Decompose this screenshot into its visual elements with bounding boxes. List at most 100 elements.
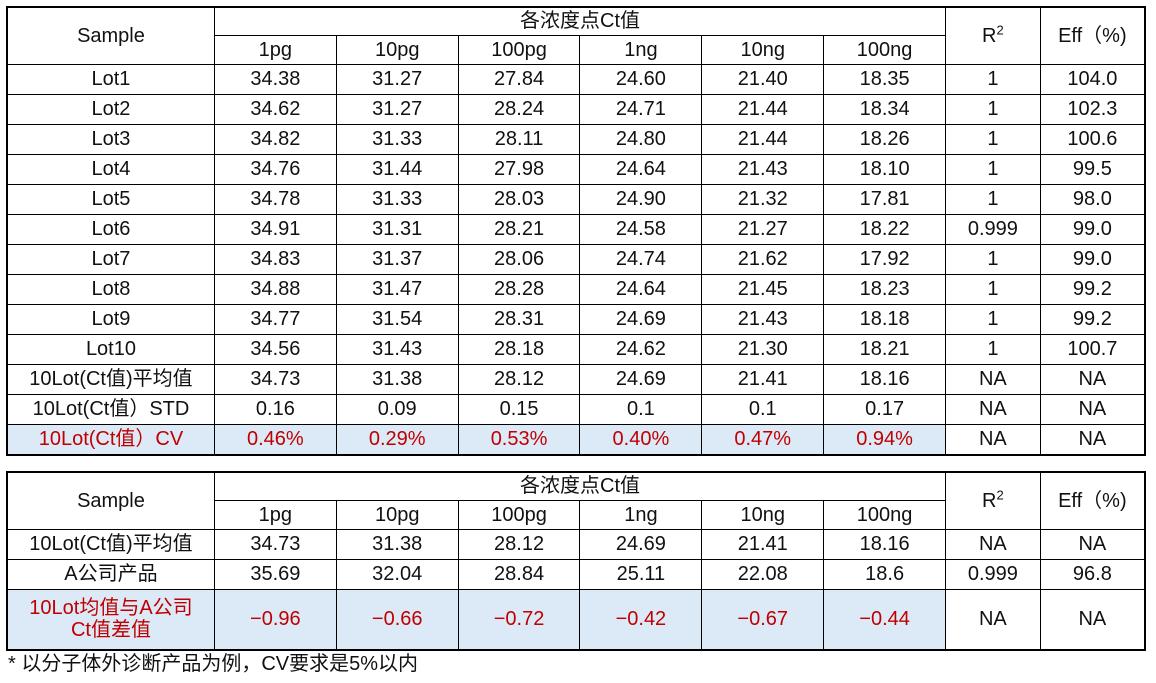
table-row: Lot9 34.77 31.54 28.31 24.69 21.43 18.18 1 99.2 <box>6 303 1146 335</box>
ct-value-cell: 21.41 <box>701 528 825 560</box>
ct-value-cell: 31.27 <box>335 63 459 95</box>
ct-value-cell: 34.73 <box>213 363 337 395</box>
ct-value-cell: 24.69 <box>579 528 703 560</box>
highlight-value-cell: 0.94% <box>823 423 947 455</box>
ct-value-cell: 21.40 <box>701 63 825 95</box>
sample-label: Lot1 <box>6 63 215 95</box>
ct-value-cell: 17.81 <box>823 183 947 215</box>
r2-value-cell: 1 <box>945 63 1041 95</box>
eff-value-cell: NA <box>1039 393 1146 425</box>
sample-label: Lot6 <box>6 213 215 245</box>
ct-value-cell: 34.38 <box>213 63 337 95</box>
ct-value-cell: 28.12 <box>457 363 581 395</box>
ct-value-cell: 21.44 <box>701 93 825 125</box>
eff-header: Eff（%) <box>1039 471 1146 530</box>
ct-value-cell: 34.73 <box>213 528 337 560</box>
unit-header: 1pg <box>213 499 337 530</box>
ct-value-cell: 0.16 <box>213 393 337 425</box>
highlight-label-line: Ct值差值 <box>70 619 151 641</box>
highlight-value-cell: −0.72 <box>457 588 581 650</box>
ct-value-cell: 28.18 <box>457 333 581 365</box>
eff-value-cell: 99.0 <box>1039 243 1146 275</box>
ct-value-cell: 18.22 <box>823 213 947 245</box>
unit-header: 10pg <box>335 499 459 530</box>
ct-value-cell: 0.17 <box>823 393 947 425</box>
highlight-value-cell: 0.40% <box>579 423 703 455</box>
ct-value-cell: 21.62 <box>701 243 825 275</box>
highlight-value-cell: −0.67 <box>701 588 825 650</box>
unit-header: 10pg <box>335 34 459 65</box>
ct-value-cell: 18.16 <box>823 528 947 560</box>
highlight-value-cell: −0.66 <box>335 588 459 650</box>
r2-value-cell: NA <box>945 528 1041 560</box>
r2-value-cell: NA <box>945 393 1041 425</box>
ct-value-cell: 21.41 <box>701 363 825 395</box>
r2-value-cell: 1 <box>945 153 1041 185</box>
table-row: A公司产品 35.69 32.04 28.84 25.11 22.08 18.6 0.999 9… <box>6 558 1146 590</box>
ct-value-cell: 0.1 <box>579 393 703 425</box>
ct-value-cell: 24.62 <box>579 333 703 365</box>
ct-span-header: 各浓度点Ct值 <box>213 471 947 501</box>
ct-value-cell: 34.77 <box>213 303 337 335</box>
sample-label: Lot3 <box>6 123 215 155</box>
sample-label: 10Lot(Ct值)平均值 <box>6 363 215 395</box>
ct-value-cell: 24.64 <box>579 273 703 305</box>
ct-value-cell: 28.84 <box>457 558 581 590</box>
highlight-row: 10Lot均值与A公司 Ct值差值 −0.96 −0.66 −0.72 −0.42 −0.6… <box>6 588 1146 650</box>
ct-value-cell: 24.74 <box>579 243 703 275</box>
ct-value-cell: 31.47 <box>335 273 459 305</box>
highlight-label: 10Lot(Ct值）CV <box>6 423 215 455</box>
r2-header: R2 <box>945 471 1041 530</box>
eff-value-cell: NA <box>1039 423 1146 455</box>
highlight-value-cell: 0.29% <box>335 423 459 455</box>
eff-value-cell: 98.0 <box>1039 183 1146 215</box>
ct-value-cell: 24.90 <box>579 183 703 215</box>
eff-value-cell: 102.3 <box>1039 93 1146 125</box>
sample-label: 10Lot(Ct值）STD <box>6 393 215 425</box>
ct-value-cell: 18.18 <box>823 303 947 335</box>
ct-value-cell: 28.11 <box>457 123 581 155</box>
table-row: Lot2 34.62 31.27 28.24 24.71 21.44 18.34 1 102.3 <box>6 93 1146 125</box>
eff-value-cell: 100.7 <box>1039 333 1146 365</box>
table-row: Lot10 34.56 31.43 28.18 24.62 21.30 18.21 1 100.… <box>6 333 1146 365</box>
ct-value-cell: 35.69 <box>213 558 337 590</box>
eff-value-cell: 99.5 <box>1039 153 1146 185</box>
r2-value-cell: 0.999 <box>945 213 1041 245</box>
ct-value-cell: 31.38 <box>335 363 459 395</box>
highlight-label-line: 10Lot均值与A公司 <box>29 597 193 619</box>
highlight-value-cell: −0.42 <box>579 588 703 650</box>
ct-value-cell: 31.37 <box>335 243 459 275</box>
sample-label: Lot8 <box>6 273 215 305</box>
ct-value-cell: 31.33 <box>335 183 459 215</box>
eff-value-cell: 99.2 <box>1039 273 1146 305</box>
table-row: Lot5 34.78 31.33 28.03 24.90 21.32 17.81 1 98.0 <box>6 183 1146 215</box>
table-row: Lot4 34.76 31.44 27.98 24.64 21.43 18.10 1 99.5 <box>6 153 1146 185</box>
r2-value-cell: NA <box>945 363 1041 395</box>
ct-value-cell: 28.28 <box>457 273 581 305</box>
ct-value-cell: 18.16 <box>823 363 947 395</box>
ct-value-cell: 34.62 <box>213 93 337 125</box>
r2-value-cell: NA <box>945 423 1041 455</box>
unit-header: 100ng <box>823 34 947 65</box>
highlight-value-cell: 0.46% <box>213 423 337 455</box>
eff-value-cell: 100.6 <box>1039 123 1146 155</box>
table-row: Lot6 34.91 31.31 28.21 24.58 21.27 18.22 0.999 9… <box>6 213 1146 245</box>
unit-header: 10ng <box>701 499 825 530</box>
ct-value-cell: 18.26 <box>823 123 947 155</box>
ct-value-cell: 28.24 <box>457 93 581 125</box>
r2-value-cell: 1 <box>945 243 1041 275</box>
ct-value-cell: 21.32 <box>701 183 825 215</box>
table-row: Lot3 34.82 31.33 28.11 24.80 21.44 18.26 1 100.6 <box>6 123 1146 155</box>
eff-header: Eff（%) <box>1039 6 1146 65</box>
r2-value-cell: 1 <box>945 303 1041 335</box>
unit-header: 1ng <box>579 34 703 65</box>
ct-span-header: 各浓度点Ct值 <box>213 6 947 36</box>
ct-value-cell: 0.15 <box>457 393 581 425</box>
highlight-label: 10Lot均值与A公司 Ct值差值 <box>6 588 215 650</box>
ct-value-cell: 24.58 <box>579 213 703 245</box>
r2-value-cell: NA <box>945 588 1041 650</box>
ct-value-cell: 34.82 <box>213 123 337 155</box>
highlight-value-cell: 0.53% <box>457 423 581 455</box>
ct-value-cell: 34.91 <box>213 213 337 245</box>
footnote: * 以分子体外诊断产品为例，CV要求是5%以内 <box>8 653 419 675</box>
